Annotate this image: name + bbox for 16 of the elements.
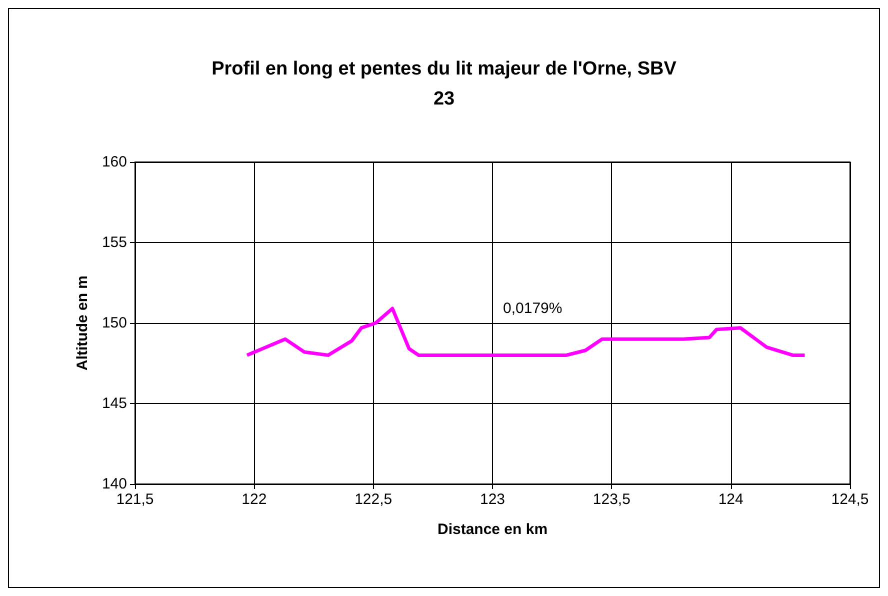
- y-axis-title: Altitude en m: [74, 275, 91, 371]
- y-tick-label: 150: [102, 314, 127, 332]
- x-tick-label: 124: [718, 491, 744, 508]
- x-tick-label: 122,5: [354, 491, 392, 508]
- x-tick-label: 123: [480, 491, 506, 508]
- x-tick-label: 124,5: [831, 491, 869, 508]
- x-axis-title: Distance en km: [437, 521, 548, 538]
- x-tick-label: 122: [242, 491, 267, 508]
- y-tick-label: 155: [102, 234, 127, 251]
- y-tick-label: 140: [102, 476, 127, 492]
- chart-title: Profil en long et pentes du lit majeur de l'Orne, SBV 23: [212, 58, 677, 110]
- y-tick-label: 145: [102, 395, 127, 412]
- x-tick-label: 121,5: [116, 491, 154, 508]
- x-tick-label: 123,5: [592, 491, 630, 508]
- annotation: 0,0179%: [503, 300, 562, 317]
- y-tick-label: 160: [102, 154, 127, 170]
